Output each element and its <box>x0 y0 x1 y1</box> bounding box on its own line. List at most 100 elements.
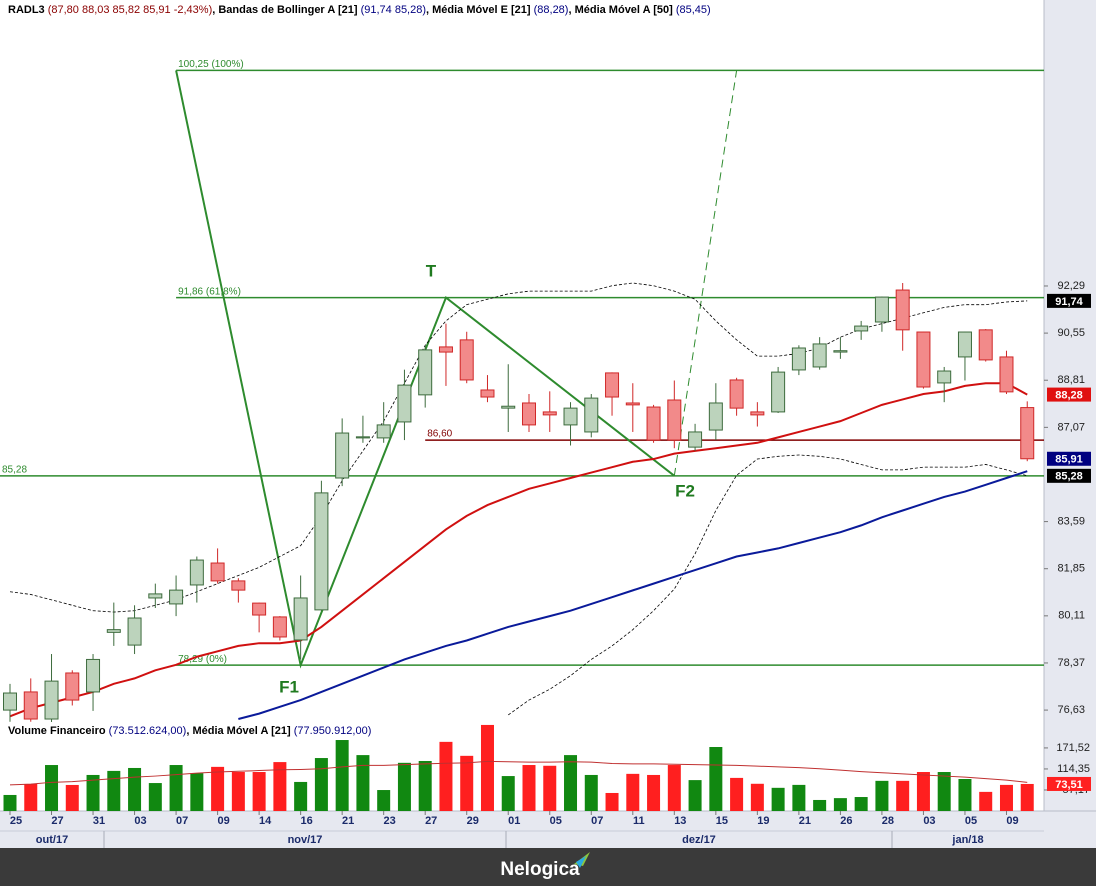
volume-panel <box>3 724 1034 811</box>
indicator-line <box>9 760 1028 786</box>
indicator-line <box>9 282 1028 613</box>
header-part: (77.950.912,00) <box>294 725 372 737</box>
brand: Nelogica <box>500 859 580 880</box>
volume-bar <box>65 784 79 811</box>
candle-body <box>459 339 474 381</box>
right-axis-bg <box>1044 0 1096 848</box>
month-label: out/17 <box>36 834 68 846</box>
annotation: T <box>426 261 437 280</box>
volume-bar <box>169 765 183 811</box>
price-tag <box>1047 293 1091 308</box>
volume-bar <box>45 765 59 811</box>
annotation: F2 <box>675 481 695 500</box>
x-tick-label: 03 <box>134 815 146 827</box>
y-tick-label: 81,85 <box>1057 563 1085 575</box>
volume-bar <box>730 777 744 811</box>
volume-bar <box>190 773 204 811</box>
header-part: (73.512.624,00) <box>109 725 187 737</box>
x-tick-label: 28 <box>882 815 894 827</box>
volume-bar <box>294 781 308 811</box>
annotation: F1 <box>279 677 299 696</box>
volume-bar <box>999 784 1013 811</box>
candle-body <box>522 402 536 426</box>
volume-bar <box>356 755 370 811</box>
projection <box>673 70 738 476</box>
volume-bar <box>709 747 723 811</box>
volume-bar <box>211 766 225 811</box>
x-tick-label: 05 <box>550 815 562 827</box>
y-tick-label: 78,37 <box>1057 657 1085 669</box>
candle-body <box>957 331 972 358</box>
y-tick-label: 83,59 <box>1057 516 1085 528</box>
candle-body <box>916 331 931 388</box>
candle-body <box>231 580 246 591</box>
y-tick-label: 92,29 <box>1057 280 1085 292</box>
volume-bar <box>584 774 598 811</box>
volume-bar <box>792 784 806 811</box>
candle-body <box>148 593 163 599</box>
volume-bar <box>605 792 619 811</box>
volume-bar <box>564 755 578 811</box>
x-tick-label: 16 <box>301 815 313 827</box>
header-part: RADL3 <box>8 4 45 16</box>
price-header: RADL3 (87,80 88,03 85,82 85,91 -2,43%) , … <box>8 4 711 16</box>
level-label: 100,25 (100%) <box>178 59 244 70</box>
volume-bar <box>750 783 764 811</box>
month-label: nov/17 <box>288 834 323 846</box>
month-label: dez/17 <box>682 834 716 846</box>
candle-body <box>605 372 620 398</box>
volume-bar <box>480 724 494 811</box>
header-part: , Média Móvel A [50] <box>568 4 675 16</box>
price-tag-label: 88,28 <box>1055 389 1083 401</box>
x-tick-label: 31 <box>93 815 105 827</box>
volume-bar <box>958 779 972 811</box>
month-label: jan/18 <box>951 834 983 846</box>
candle-body <box>65 672 80 701</box>
volume-bar <box>86 774 100 811</box>
x-tick-label: 01 <box>508 815 520 827</box>
x-tick-label: 21 <box>342 815 354 827</box>
volume-bar <box>667 765 681 811</box>
x-tick-label: 05 <box>965 815 977 827</box>
volume-bar <box>875 780 889 811</box>
x-tick-label: 27 <box>51 815 63 827</box>
candle-body <box>376 424 391 439</box>
x-tick-label: 11 <box>633 815 645 827</box>
indicator-line <box>238 470 1028 720</box>
y-tick-label: 80,11 <box>1058 610 1085 622</box>
candle-body <box>86 658 101 693</box>
header-part: (87,80 88,03 85,82 85,91 -2,43%) <box>45 4 213 16</box>
date-axis-bg <box>0 811 1096 848</box>
x-tick-label: 19 <box>757 815 769 827</box>
volume-bar <box>439 741 453 811</box>
price-tag <box>1047 451 1091 466</box>
logo-icon <box>576 856 586 868</box>
candle-body <box>729 379 744 409</box>
candle-body <box>812 343 827 368</box>
y-tick-label: 76,63 <box>1057 704 1085 716</box>
price-tag <box>1047 776 1091 791</box>
price-tag-label: 85,28 <box>1055 471 1083 483</box>
indicator-line <box>508 454 1028 716</box>
volume-header: Volume Financeiro (73.512.624,00), Média… <box>8 725 371 737</box>
volume-bar <box>543 765 557 811</box>
x-tick-label: 09 <box>1006 815 1018 827</box>
volume-bar <box>252 772 266 811</box>
candle-body <box>418 349 433 396</box>
candle-body <box>480 389 495 398</box>
candle-body <box>293 597 308 641</box>
volume-bar <box>979 791 993 811</box>
volume-bar <box>896 780 910 811</box>
volume-bar <box>460 755 474 811</box>
volume-bar <box>688 780 702 811</box>
x-tick-label: 07 <box>591 815 603 827</box>
candle-body <box>937 370 952 384</box>
x-tick-label: 03 <box>923 815 935 827</box>
candle-body <box>501 405 516 409</box>
y-tick-label: 171,52 <box>1056 742 1090 754</box>
x-tick-label: 09 <box>217 815 229 827</box>
candle-body <box>750 411 765 416</box>
candle-body <box>335 432 350 479</box>
footer <box>0 848 1096 886</box>
